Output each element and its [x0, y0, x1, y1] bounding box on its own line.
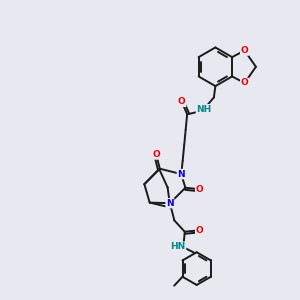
Text: HN: HN [170, 242, 186, 251]
Text: NH: NH [196, 105, 212, 114]
Text: O: O [241, 79, 248, 88]
Text: N: N [166, 199, 174, 208]
Text: O: O [241, 46, 248, 55]
Text: O: O [196, 226, 203, 235]
Text: O: O [152, 150, 160, 159]
Text: O: O [178, 98, 186, 106]
Text: O: O [196, 185, 203, 194]
Text: N: N [177, 169, 185, 178]
